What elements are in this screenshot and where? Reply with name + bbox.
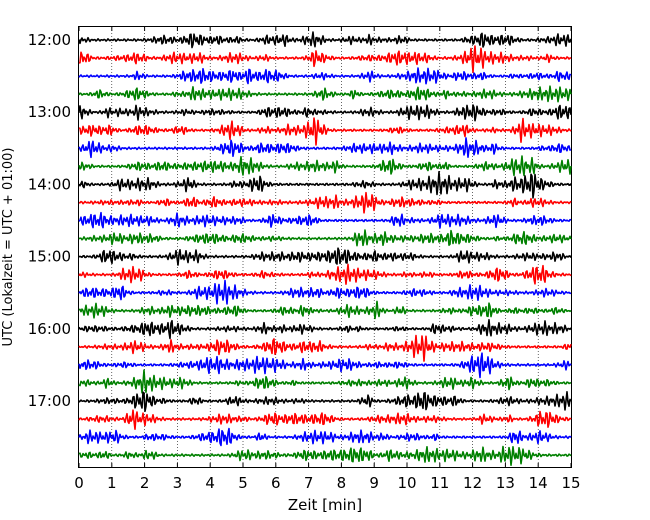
y-axis-label: UTC (Lokalzeit = UTC + 01:00) [1,148,16,347]
trace-1600 [78,319,572,340]
x-tick-label: 4 [205,474,215,492]
trace-1445 [78,229,572,247]
x-axis-label: Zeit [min] [288,496,362,514]
x-tick-label: 3 [173,474,183,492]
x-tick-label: 1 [107,474,117,492]
y-tick-label: 12:00 [28,31,71,49]
trace-1730 [78,427,572,447]
trace-1345 [78,155,572,177]
x-tick-label: 10 [397,474,416,492]
trace-1300 [78,104,572,122]
trace-1715 [78,409,572,430]
trace-1630 [78,352,572,379]
plot-frame [78,26,572,468]
x-tick-label: 12 [463,474,482,492]
trace-1330 [78,137,572,159]
x-tick-label: 15 [561,474,580,492]
trace-1245 [78,85,572,103]
traces [78,31,572,467]
y-tick-label: 17:00 [28,392,71,410]
x-tick-label: 9 [369,474,379,492]
x-tick-label: 2 [140,474,150,492]
trace-1400 [78,170,572,199]
y-axis-ticks: 12:00 13:00 14:00 15:00 16:00 17:00 [28,31,571,410]
grid-lines [111,27,539,467]
trace-1645 [78,369,572,394]
trace-1415 [78,191,572,214]
trace-1230 [78,67,572,85]
trace-1200 [78,31,572,49]
trace-1215 [78,45,572,73]
x-tick-label: 8 [337,474,347,492]
trace-1500 [78,247,572,266]
trace-1700 [78,390,572,413]
x-axis-ticks: 0 1 2 3 4 5 6 7 8 9 10 11 12 13 14 15 [74,27,581,492]
y-tick-label: 13:00 [28,103,71,121]
x-tick-label: 14 [529,474,548,492]
trace-1545 [78,300,572,320]
y-tick-label: 15:00 [28,248,71,266]
trace-1430 [78,211,572,229]
trace-1515 [78,263,572,285]
x-tick-label: 6 [271,474,281,492]
trace-1315 [78,117,572,146]
trace-1615 [78,334,572,362]
x-tick-label: 0 [74,474,84,492]
trace-1530 [78,279,572,305]
x-tick-label: 13 [496,474,515,492]
x-tick-label: 7 [304,474,314,492]
x-tick-label: 11 [430,474,449,492]
y-tick-label: 16:00 [28,320,71,338]
x-tick-label: 5 [238,474,248,492]
y-tick-label: 14:00 [28,175,71,193]
trace-1745 [78,445,572,467]
